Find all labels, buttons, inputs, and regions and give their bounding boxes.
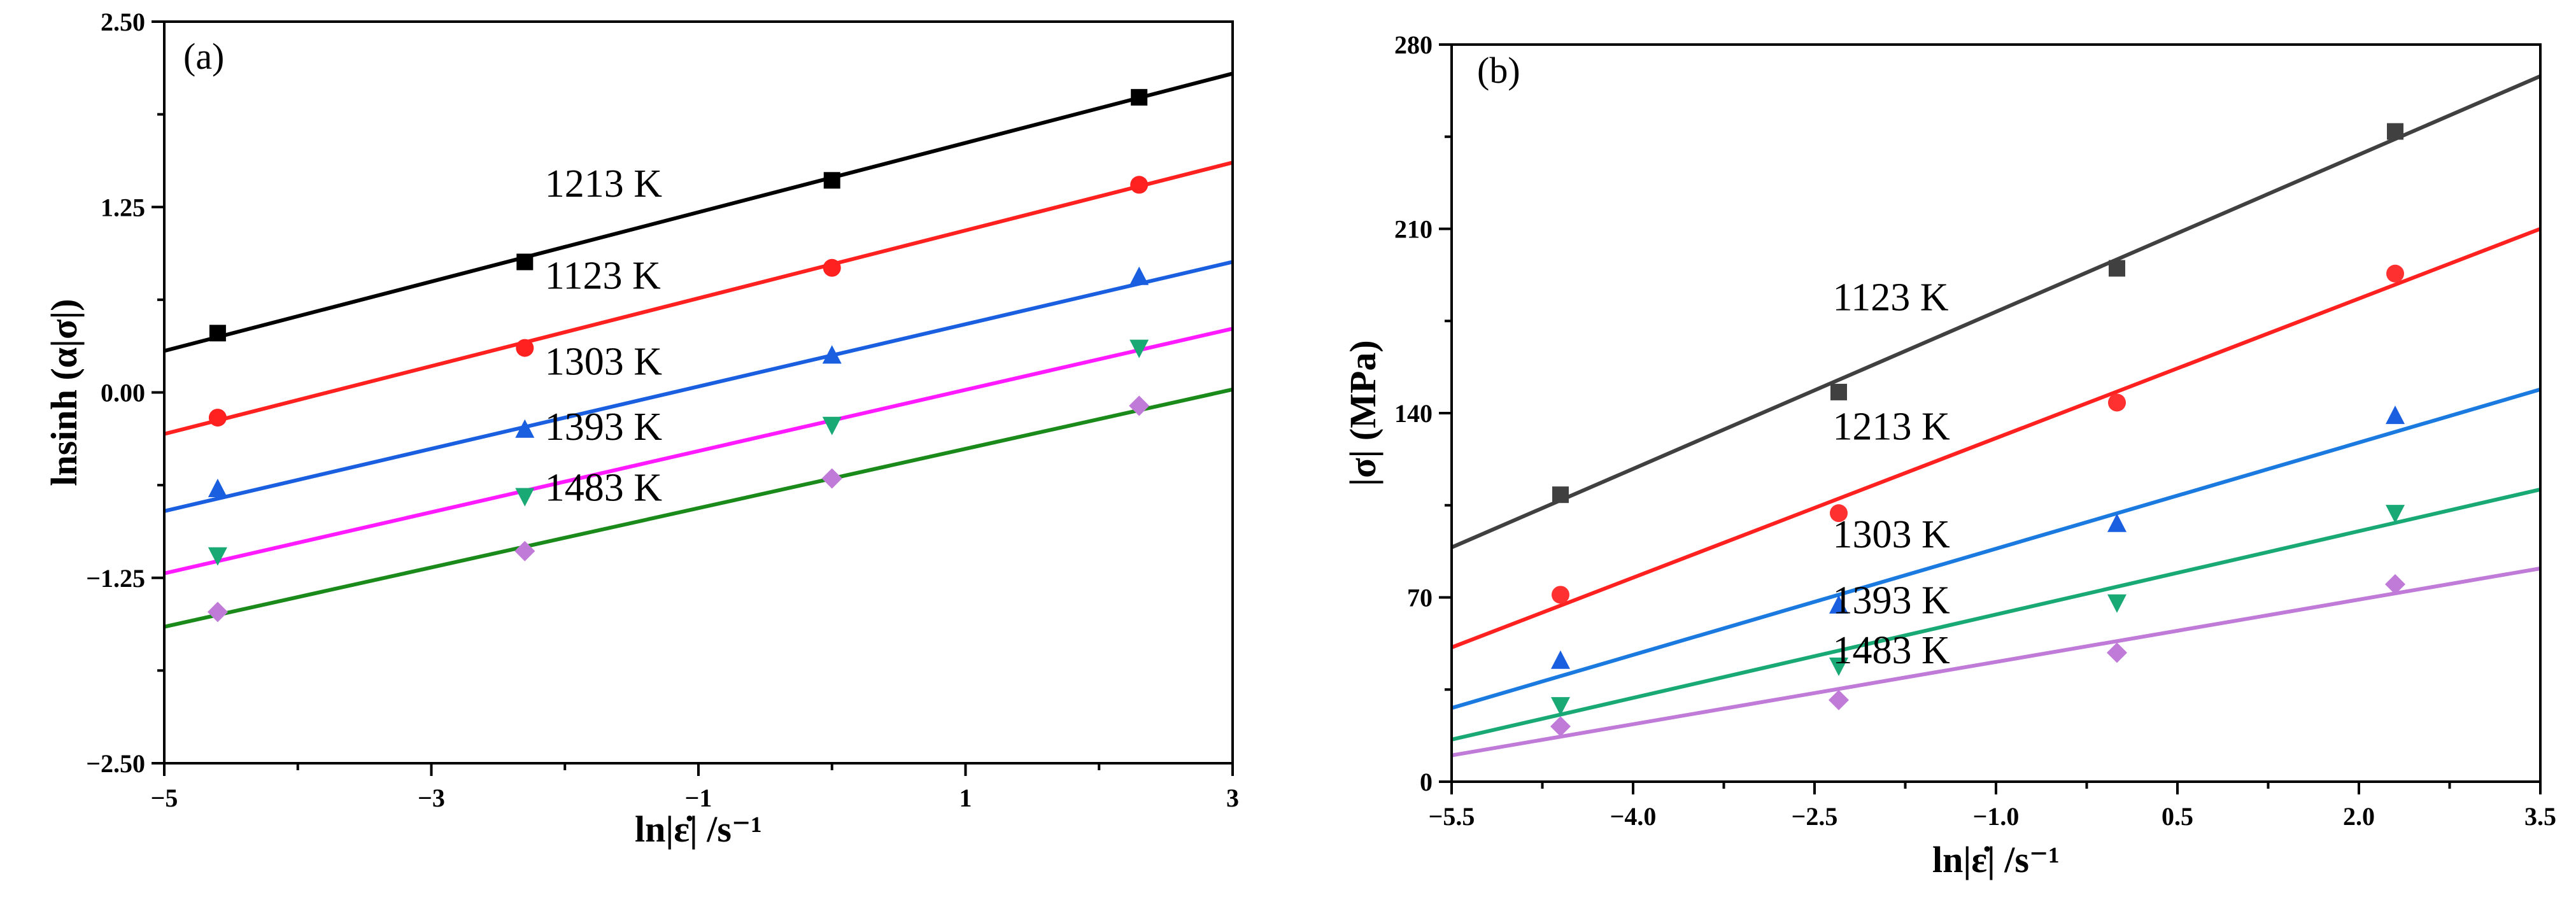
chart-1-fit-line-2: [1451, 387, 2541, 710]
chart-0-series-1-point-2: [823, 258, 841, 277]
chart-0-series-3-point-1: [515, 488, 535, 507]
chart-1-series-annotation-4: 1483 K: [1833, 629, 1951, 672]
chart-1-fit-line-4: [1451, 567, 2541, 758]
chart-1-y-tick-label-1: 70: [1407, 584, 1433, 612]
chart-0-series-3-point-3: [1129, 339, 1149, 358]
chart-1-series-4-point-0: [1550, 716, 1571, 737]
chart-0-series-2-point-2: [822, 345, 842, 364]
chart-0-x-tick-label-2: −1: [685, 784, 712, 812]
chart-0-x-axis-title: ln|ε̇| /s⁻¹: [635, 808, 762, 850]
chart-0-y-tick-label-3: 1.25: [101, 193, 145, 222]
chart-0-series-1-point-3: [1130, 176, 1149, 194]
chart-0-series-annotation-3: 1393 K: [545, 405, 663, 449]
chart-0-y-tick-label-0: −2.50: [86, 749, 145, 778]
chart-1-series-1-point-1: [1830, 504, 1848, 523]
chart-1-series-3-point-3: [2386, 505, 2405, 524]
chart-1-series-1-point-2: [2108, 393, 2126, 412]
chart-1-x-tick-label-6: 3.5: [2524, 802, 2556, 831]
chart-1-series-annotation-1: 1213 K: [1833, 405, 1951, 448]
chart-0-y-tick-label-1: −1.25: [86, 564, 145, 593]
panel-b-chart: −5.5 −4.0 −2.5 −1.0 0.5 2.0 3.5 0 70 140 210 280 ln|…: [1342, 31, 2556, 880]
panel-a-chart: −5 −3 −1 1 3 −2.50 −1.25 0.00 1.25 2.50 ln|ε̇| /s⁻…: [43, 8, 1239, 850]
chart-0-series-1-point-0: [208, 409, 227, 427]
chart-0-panel-label: (a): [183, 36, 224, 77]
chart-0-series-0-point-0: [209, 325, 226, 342]
chart-0-series-4-point-0: [207, 602, 228, 623]
chart-1-series-4-point-3: [2385, 574, 2405, 595]
chart-0-y-axis-title: lnsinh (α|σ|): [43, 299, 85, 486]
chart-0-series-0-point-3: [1131, 88, 1148, 106]
chart-1-x-tick-label-1: −4.0: [1610, 802, 1657, 831]
chart-1-series-0-point-0: [1552, 486, 1569, 504]
chart-1-series-2-point-0: [1551, 650, 1570, 669]
chart-1-y-tick-label-2: 140: [1394, 399, 1433, 428]
chart-0-series-4-point-2: [821, 468, 842, 489]
chart-0-series-3-point-2: [822, 416, 842, 435]
chart-0-series-0-point-1: [516, 253, 534, 271]
chart-1-series-0-point-2: [2109, 260, 2125, 277]
chart-1-fit-line-0: [1450, 74, 2542, 549]
chart-1-x-tick-label-3: −1.0: [1973, 802, 2020, 831]
chart-0-fit-line-0: [164, 71, 1233, 353]
chart-0-fit-line-3: [164, 327, 1233, 575]
chart-1-series-1-point-3: [2386, 264, 2404, 283]
chart-0-x-tick-label-3: 1: [959, 784, 972, 812]
chart-1-y-tick-label-3: 210: [1394, 215, 1433, 244]
chart-0-fit-line-1: [164, 160, 1233, 436]
chart-1-y-tick-label-0: 0: [1420, 768, 1433, 796]
chart-1-series-annotation-3: 1393 K: [1833, 579, 1951, 622]
chart-1-x-tick-label-0: −5.5: [1429, 802, 1475, 831]
chart-0-series-annotation-4: 1483 K: [545, 467, 663, 510]
chart-0-x-tick-label-1: −3: [418, 784, 445, 812]
chart-1-series-2-point-3: [2386, 405, 2405, 425]
chart-1-series-3-point-0: [1551, 697, 1570, 716]
chart-0-fit-line-2: [164, 260, 1233, 513]
chart-1-series-4-point-1: [1829, 689, 1849, 710]
chart-1-x-tick-label-2: −2.5: [1792, 802, 1838, 831]
chart-0-series-annotation-2: 1303 K: [545, 341, 663, 384]
chart-0-y-tick-label-2: 0.00: [101, 379, 145, 407]
chart-0-series-4-point-1: [514, 540, 535, 561]
chart-1-series-3-point-1: [1829, 658, 1848, 677]
chart-0-series-2-point-0: [208, 478, 227, 497]
chart-1-series-3-point-2: [2107, 594, 2127, 613]
chart-0-series-0-point-2: [823, 172, 840, 189]
chart-1-y-axis-title: |σ| (MPa): [1342, 340, 1384, 486]
chart-0-y-tick-label-4: 2.50: [101, 8, 145, 36]
chart-1-series-1-point-0: [1552, 586, 1569, 604]
chart-1-x-axis-title: ln|ε̇| /s⁻¹: [1932, 839, 2060, 880]
chart-0-series-2-point-1: [515, 419, 535, 438]
chart-0-series-annotation-1: 1123 K: [545, 254, 661, 297]
chart-1-x-tick-label-5: 2.0: [2343, 802, 2375, 831]
chart-1-x-tick-label-4: 0.5: [2162, 802, 2193, 831]
chart-0-fit-line-4: [164, 387, 1233, 629]
chart-1-series-annotation-0: 1123 K: [1833, 276, 1949, 320]
chart-1-fit-line-1: [1450, 227, 2542, 649]
chart-0-x-tick-label-4: 3: [1226, 784, 1239, 812]
chart-0-series-4-point-3: [1129, 395, 1150, 416]
chart-1-series-4-point-2: [2107, 642, 2127, 663]
chart-1-series-0-point-3: [2387, 123, 2403, 140]
chart-1-y-tick-label-4: 280: [1394, 31, 1433, 59]
chart-0-series-1-point-1: [516, 339, 534, 357]
chart-1-panel-label: (b): [1477, 50, 1520, 91]
chart-0-series-2-point-3: [1129, 266, 1149, 285]
chart-0-series-3-point-0: [208, 547, 227, 566]
chart-1-plot-frame: [1450, 43, 2542, 783]
chart-1-series-annotation-2: 1303 K: [1833, 513, 1951, 556]
chart-1-series-0-point-1: [1830, 383, 1847, 400]
chart-1-series-2-point-1: [1829, 595, 1848, 614]
chart-0-x-tick-label-0: −5: [151, 784, 178, 812]
chart-1-fit-line-3: [1451, 488, 2541, 742]
chart-0-series-annotation-0: 1213 K: [545, 162, 663, 206]
chart-1-series-2-point-2: [2107, 513, 2127, 532]
